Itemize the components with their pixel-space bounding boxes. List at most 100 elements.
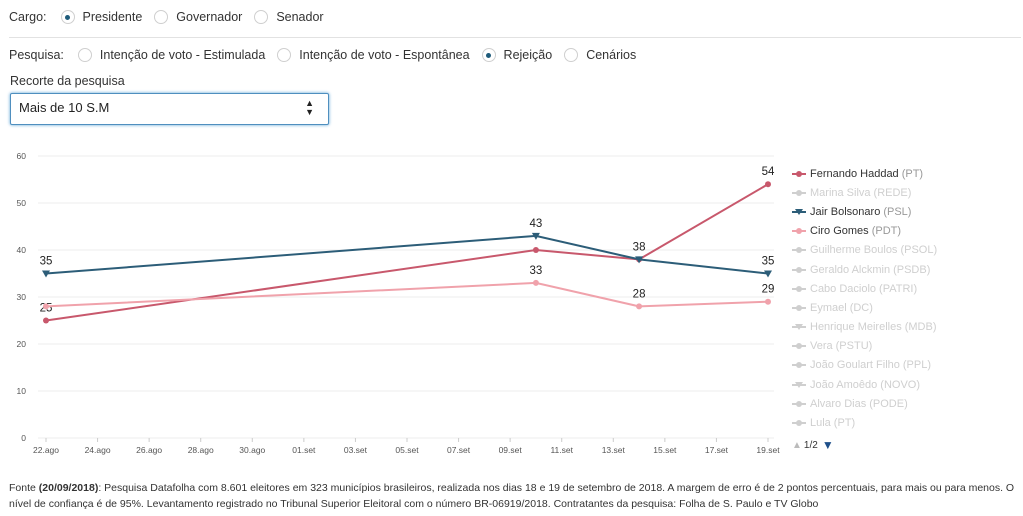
legend-item[interactable]: Geraldo Alckmin (PSDB) (792, 260, 937, 279)
legend-party: (PPL) (902, 359, 932, 372)
legend-swatch-icon (792, 341, 806, 351)
chart-legend: Fernando Haddad (PT) Marina Silva (REDE) Jai… (792, 164, 937, 433)
legend-party: (NOVO) (880, 378, 921, 391)
x-tick-label: 19.set (756, 445, 780, 455)
x-tick-label: 07.set (447, 445, 471, 455)
cargo-option-label: Senador (276, 10, 324, 24)
recorte-select[interactable]: Mais de 10 S.M ▲ ▼ (10, 93, 329, 125)
legend-item[interactable]: Alvaro Dias (PODE) (792, 394, 937, 413)
pesquisa-option-label: Cenários (586, 48, 637, 62)
select-arrows-icon: ▲ ▼ (305, 98, 314, 117)
radio-icon (481, 48, 496, 62)
pesquisa-option-label: Intenção de voto - Espontânea (299, 48, 470, 62)
data-point (765, 181, 771, 188)
legend-name: Guilherme Boulos (810, 244, 898, 257)
cargo-option-presidente[interactable]: Presidente (60, 10, 142, 24)
legend-item[interactable]: Fernando Haddad (PT) (792, 164, 937, 183)
radio-icon (564, 48, 579, 62)
recorte-label: Recorte da pesquisa (10, 74, 125, 88)
cargo-option-governador[interactable]: Governador (154, 10, 242, 24)
x-tick-label: 22.ago (33, 445, 59, 455)
pesquisa-option-label: Rejeição (503, 48, 553, 62)
legend-item[interactable]: Jair Bolsonaro (PSL) (792, 202, 937, 221)
legend-swatch-icon (792, 399, 806, 409)
pager-down-icon[interactable]: ▼ (821, 438, 834, 452)
x-tick-label: 26.ago (136, 445, 162, 455)
pesquisa-option-inten-o-de-voto-estimulada[interactable]: Intenção de voto - Estimulada (77, 48, 265, 62)
legend-name: Henrique Meirelles (810, 321, 902, 334)
pesquisa-option-rejei-o[interactable]: Rejeição (481, 48, 553, 62)
legend-item[interactable]: João Goulart Filho (PPL) (792, 356, 937, 375)
cargo-option-label: Governador (176, 10, 243, 24)
radio-icon (77, 48, 92, 62)
legend-party: (REDE) (873, 186, 912, 199)
legend-party: (PSTU) (835, 340, 873, 353)
y-tick-label: 20 (17, 339, 27, 349)
pesquisa-label: Pesquisa: (9, 48, 64, 62)
series-line (45, 281, 769, 308)
legend-swatch-icon (792, 284, 806, 294)
footnote-prefix: Fonte (9, 482, 39, 494)
pesquisa-options: Intenção de voto - Estimulada Intenção de… (77, 48, 648, 62)
legend-item[interactable]: Marina Silva (REDE) (792, 183, 937, 202)
legend-name: Cabo Daciolo (810, 282, 877, 295)
x-tick-label: 11.set (550, 445, 573, 455)
cargo-filter: Cargo: Presidente Governador Senador (9, 10, 336, 24)
legend-party: (PSL) (883, 205, 912, 218)
data-point (532, 279, 539, 286)
footnote-text: : Pesquisa Datafolha com 8.601 eleitores… (9, 482, 1015, 510)
pesquisa-option-cen-rios[interactable]: Cenários (564, 48, 636, 62)
x-tick-label: 28.ago (188, 445, 214, 455)
legend-swatch-icon (792, 207, 806, 217)
data-label: 35 (762, 256, 775, 268)
data-label: 38 (633, 241, 646, 253)
legend-swatch-icon (792, 169, 806, 179)
legend-swatch-icon (792, 380, 806, 390)
data-point (531, 232, 540, 240)
legend-name: Lula (810, 417, 831, 430)
data-point (764, 270, 772, 278)
legend-name: Ciro Gomes (810, 225, 869, 238)
legend-party: (PSOL) (900, 244, 938, 257)
legend-item[interactable]: Eymael (DC) (792, 298, 937, 317)
legend-item[interactable]: Vera (PSTU) (792, 337, 937, 356)
data-point (43, 303, 49, 310)
y-tick-label: 0 (21, 433, 26, 443)
cargo-label: Cargo: (9, 10, 47, 24)
cargo-option-senador[interactable]: Senador (254, 10, 324, 24)
data-point (636, 303, 643, 310)
legend-name: Jair Bolsonaro (810, 205, 881, 218)
legend-item[interactable]: Henrique Meirelles (MDB) (792, 318, 937, 337)
legend-item[interactable]: Lula (PT) (792, 413, 937, 432)
data-point (532, 247, 539, 253)
pager-up-icon[interactable]: ▲ (792, 439, 802, 451)
legend-swatch-icon (792, 265, 806, 275)
x-tick-label: 05.set (395, 445, 419, 455)
legend-name: Eymael (810, 301, 847, 314)
legend-swatch-icon (792, 226, 806, 236)
footnote-date: (20/09/2018) (38, 482, 99, 494)
x-tick-label: 17.set (705, 445, 729, 455)
legend-item[interactable]: João Amoêdo (NOVO) (792, 375, 937, 394)
legend-item[interactable]: Ciro Gomes (PDT) (792, 222, 937, 241)
data-point (43, 317, 49, 324)
data-label: 35 (40, 256, 53, 268)
x-tick-label: 15.set (653, 445, 677, 455)
pesquisa-option-inten-o-de-voto-espont-nea[interactable]: Intenção de voto - Espontânea (277, 48, 470, 62)
data-point (42, 270, 50, 278)
x-tick-label: 09.set (499, 445, 523, 455)
radio-icon (254, 10, 269, 24)
series-line (45, 183, 769, 322)
legend-swatch-icon (792, 322, 806, 332)
legend-swatch-icon (792, 418, 806, 428)
legend-name: João Amoêdo (810, 378, 878, 391)
legend-swatch-icon (792, 360, 806, 370)
x-tick-label: 13.set (602, 445, 626, 455)
radio-icon (60, 10, 75, 24)
legend-item[interactable]: Guilherme Boulos (PSOL) (792, 241, 937, 260)
pesquisa-filter: Pesquisa: Intenção de voto - Estimulada I… (9, 48, 648, 62)
legend-item[interactable]: Cabo Daciolo (PATRI) (792, 279, 937, 298)
legend-party: (PT) (833, 417, 856, 430)
legend-swatch-icon (792, 245, 806, 255)
data-label: 33 (530, 265, 543, 277)
